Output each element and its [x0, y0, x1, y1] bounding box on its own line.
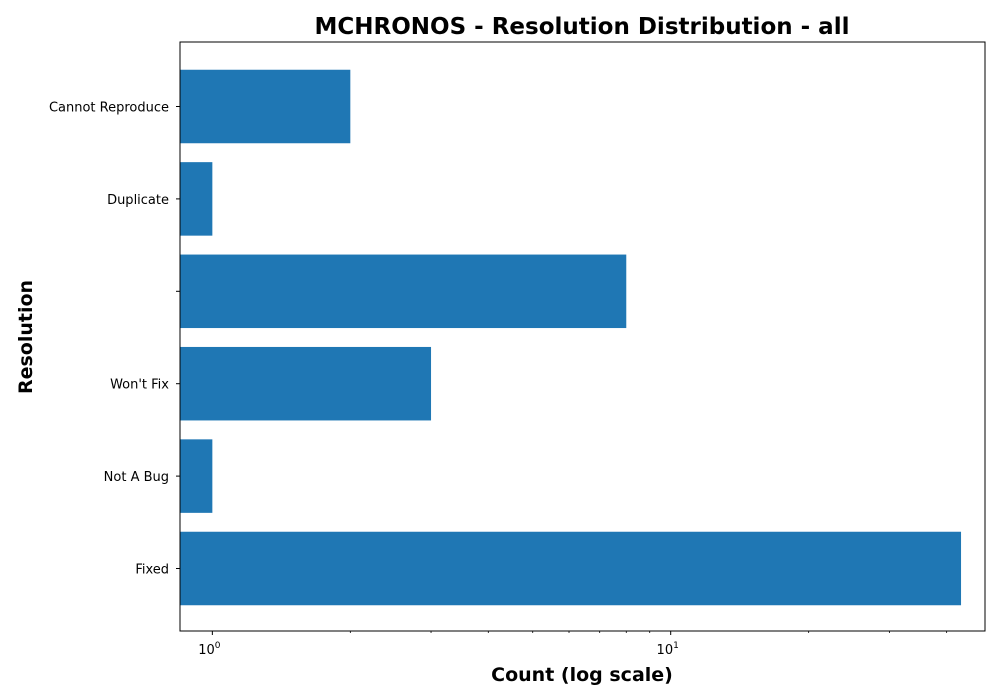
x-tick-label: 100: [198, 641, 221, 658]
y-tick-label: Fixed: [135, 563, 169, 578]
y-tick-label: Not A Bug: [104, 470, 169, 485]
bar: [180, 162, 213, 236]
x-tick-label: 101: [657, 641, 679, 658]
y-tick-label: Cannot Reproduce: [49, 101, 169, 116]
y-tick-label: Won't Fix: [110, 378, 169, 393]
bar: [180, 69, 351, 144]
bar: [180, 346, 432, 421]
bar: [180, 254, 627, 329]
plot-frame: [179, 41, 986, 632]
bar: [180, 531, 962, 606]
y-axis-ticks: Fixed Not A Bug Won't Fix Duplicate Cannot R…: [49, 101, 180, 578]
x-axis-label: Count (log scale): [491, 664, 673, 686]
x-axis-ticks: 100 101: [198, 631, 948, 658]
y-axis-label: Resolution: [15, 280, 37, 394]
y-tick-label: Duplicate: [107, 193, 169, 208]
chart-title: MCHRONOS - Resolution Distribution - all: [315, 14, 850, 40]
bar: [180, 439, 213, 513]
bars-group: [180, 69, 962, 606]
